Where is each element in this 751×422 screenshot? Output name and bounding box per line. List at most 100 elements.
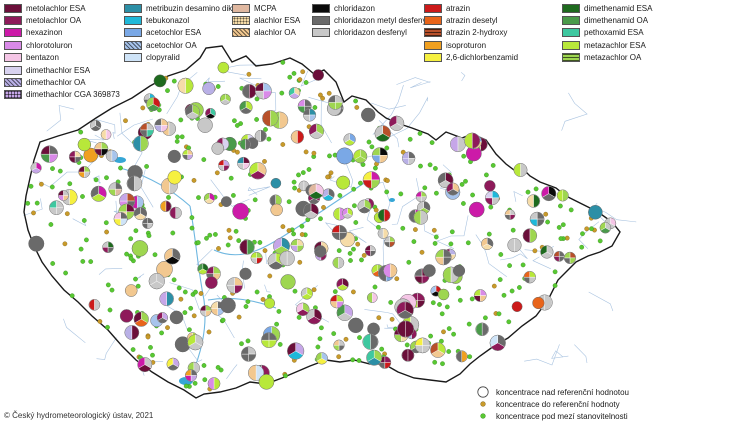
station-dot-below-limit: [283, 373, 288, 379]
legend-item: isoproturon: [424, 39, 486, 51]
station-dot-to-reference: [361, 253, 367, 258]
pie-outline: [108, 182, 123, 196]
station-pie: [415, 191, 427, 203]
station-dot-to-reference: [297, 259, 303, 265]
station-pie: [205, 107, 216, 119]
pie-slice: [279, 111, 288, 129]
station-pie: [146, 97, 161, 112]
station-pie: [437, 288, 450, 301]
pie-outline: [207, 377, 221, 390]
station-pie: [523, 270, 536, 284]
legend-label: dimethenamid OA: [584, 15, 649, 25]
pie-slice: [437, 288, 450, 301]
station-dot-below-limit: [351, 246, 356, 252]
legend-swatch: [562, 40, 580, 50]
station-pie: [167, 170, 182, 185]
pie-slice: [220, 297, 236, 314]
pie-slice: [522, 228, 531, 243]
pie-outline: [200, 305, 212, 317]
legend-swatch: [424, 40, 442, 50]
station-dot-below-limit: [558, 203, 563, 209]
legend-swatch: [4, 3, 22, 13]
station-dot-below-limit: [218, 367, 224, 373]
legend-item: tebukonazol: [124, 14, 189, 26]
pie-slice: [507, 238, 515, 253]
station-dot-to-reference: [123, 118, 128, 124]
station-pie: [599, 222, 612, 234]
station-pie: [185, 104, 201, 120]
pie-outline: [308, 123, 325, 139]
pie-outline: [333, 339, 345, 351]
pie-slice: [348, 317, 364, 334]
pie-outline: [529, 211, 545, 227]
legend-swatch: [424, 15, 442, 25]
station-dot-below-limit: [463, 178, 468, 184]
station-dot-below-limit: [296, 315, 302, 320]
river: [532, 256, 551, 270]
pie-slice: [28, 235, 45, 252]
station-dot-below-limit: [171, 277, 177, 283]
legend-label: alachlor ESA: [254, 15, 301, 25]
station-pie: [384, 236, 396, 248]
station-dot-below-limit: [439, 311, 445, 317]
pie-outline: [414, 337, 431, 354]
station-dot-below-limit: [432, 359, 438, 365]
pie-outline: [303, 203, 319, 219]
legend-label: metazachlor OA: [584, 53, 642, 63]
pie-outline: [401, 151, 416, 165]
legend-label: isoproturon: [446, 40, 487, 50]
pie-outline: [523, 270, 536, 284]
station-dot-below-limit: [257, 240, 263, 245]
station-pie: [156, 312, 169, 324]
legend-item: hexazinon: [4, 27, 62, 39]
legend-item: alachlor OA: [232, 27, 296, 39]
station-dot-to-reference: [286, 228, 292, 233]
station-dot-below-limit: [457, 297, 463, 303]
pie-outline: [371, 147, 388, 164]
station-dot-below-limit: [135, 283, 141, 289]
station-pie: [452, 264, 466, 277]
pie-slice: [270, 177, 282, 189]
station-dot-below-limit: [448, 241, 454, 247]
station-dot-below-limit: [189, 225, 195, 231]
station-pie: [108, 182, 123, 196]
legend-item: dimethenamid OA: [562, 14, 648, 26]
station-dot-below-limit: [148, 345, 153, 350]
pie-outline: [455, 350, 468, 363]
pie-slice: [177, 77, 186, 94]
station-pie: [526, 194, 541, 208]
pie-outline: [481, 237, 494, 250]
legend-item: dimethenamid ESA: [562, 2, 652, 14]
pie-slice: [105, 129, 112, 140]
river: [460, 72, 466, 82]
legend-item: bentazon: [4, 52, 59, 64]
station-pie: [475, 322, 489, 337]
station-dot-below-limit: [266, 136, 272, 142]
station-pie: [239, 138, 251, 150]
legend-item: dimethachlor ESA: [4, 64, 90, 76]
legend-item: chloridazon: [312, 2, 375, 14]
station-dot-below-limit: [170, 230, 176, 236]
legend-swatch: [4, 40, 22, 50]
river: [264, 284, 271, 293]
pie-outline: [49, 200, 64, 216]
station-dot-below-limit: [159, 330, 164, 336]
pie-slice: [362, 333, 371, 350]
station-pie: [49, 200, 64, 216]
pie-outline: [166, 357, 180, 371]
station-pie: [333, 339, 345, 351]
station-pie: [220, 196, 232, 208]
pie-outline: [397, 320, 415, 338]
pie-slice: [372, 292, 378, 303]
river: [561, 92, 588, 131]
pie-outline: [254, 129, 267, 142]
pie-slice: [336, 147, 354, 165]
pie-outline: [522, 228, 538, 243]
station-dot-below-limit: [245, 299, 251, 304]
legend-swatch: [4, 15, 22, 25]
station-pie: [397, 320, 415, 338]
station-pie: [154, 118, 169, 133]
station-dot-below-limit: [533, 186, 539, 192]
station-dot-below-limit: [509, 288, 515, 294]
station-pie: [336, 147, 354, 165]
